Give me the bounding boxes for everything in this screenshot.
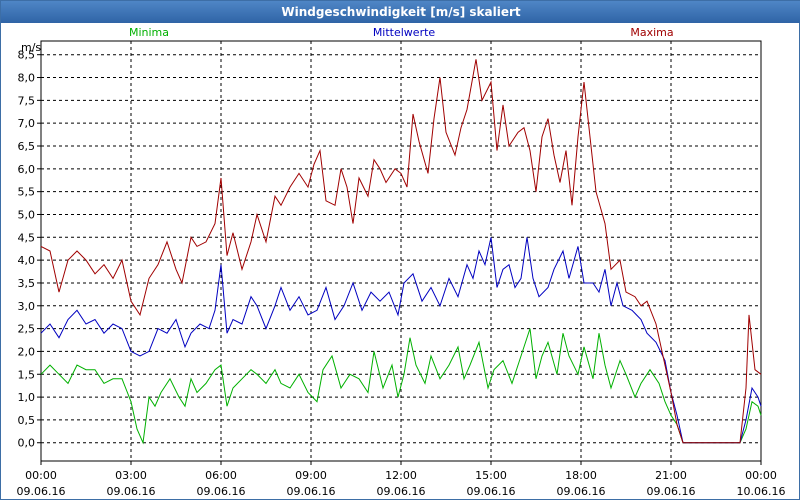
x-tick-date: 09.06.16 bbox=[467, 485, 516, 498]
series-line-mittelwerte bbox=[40, 237, 762, 444]
x-tick-time: 15:00 bbox=[475, 469, 507, 482]
x-tick-date: 09.06.16 bbox=[17, 485, 66, 498]
x-tick-time: 09:00 bbox=[295, 469, 327, 482]
y-tick-label: 2,0 bbox=[18, 345, 36, 358]
x-tick-date: 10.06.16 bbox=[737, 485, 786, 498]
series-lines bbox=[40, 59, 762, 445]
x-tick-time: 00:00 bbox=[25, 469, 57, 482]
x-tick-time: 12:00 bbox=[385, 469, 417, 482]
y-tick-label: 2,5 bbox=[18, 323, 36, 336]
y-axis-ticks: 0,0 0,5 1,0 1,5 2,0 2,5 3,0 3,5 4,0 4,5 5,0 5,5 6,0 6… bbox=[18, 49, 41, 450]
y-tick-label: 0,0 bbox=[18, 437, 36, 450]
chart-title: Windgeschwindigkeit [m/s] skaliert bbox=[1, 1, 800, 23]
y-axis-unit: m/s bbox=[21, 41, 41, 54]
x-tick-time: 06:00 bbox=[205, 469, 237, 482]
legend-maxima: Maxima bbox=[630, 26, 673, 39]
y-tick-label: 3,0 bbox=[18, 300, 36, 313]
x-tick-date: 09.06.16 bbox=[377, 485, 426, 498]
y-tick-label: 4,0 bbox=[18, 254, 36, 267]
x-axis-ticks: 00:00 09.06.16 03:00 09.06.16 06:00 09.06.16 0… bbox=[17, 461, 786, 498]
x-tick-time: 00:00 bbox=[745, 469, 777, 482]
legend-minima: Minima bbox=[129, 26, 169, 39]
x-tick-date: 09.06.16 bbox=[107, 485, 156, 498]
x-tick-date: 09.06.16 bbox=[557, 485, 606, 498]
y-tick-label: 8,0 bbox=[18, 72, 36, 85]
x-tick-date: 09.06.16 bbox=[287, 485, 336, 498]
x-tick-date: 09.06.16 bbox=[197, 485, 246, 498]
y-tick-label: 7,0 bbox=[18, 117, 36, 130]
x-tick-date: 09.06.16 bbox=[647, 485, 696, 498]
y-tick-label: 7,5 bbox=[18, 94, 36, 107]
y-tick-label: 5,5 bbox=[18, 186, 36, 199]
x-tick-time: 21:00 bbox=[655, 469, 687, 482]
x-tick-time: 18:00 bbox=[565, 469, 597, 482]
y-tick-label: 4,5 bbox=[18, 231, 36, 244]
y-tick-label: 6,5 bbox=[18, 140, 36, 153]
y-tick-label: 0,5 bbox=[18, 414, 36, 427]
series-line-minima bbox=[40, 328, 762, 445]
y-tick-label: 8,5 bbox=[18, 49, 36, 62]
x-tick-time: 03:00 bbox=[115, 469, 147, 482]
series-line-maxima bbox=[40, 59, 762, 444]
y-tick-label: 6,0 bbox=[18, 163, 36, 176]
grid-lines bbox=[41, 41, 761, 461]
y-tick-label: 5,0 bbox=[18, 208, 36, 221]
y-tick-label: 3,5 bbox=[18, 277, 36, 290]
legend-mittelwerte: Mittelwerte bbox=[373, 26, 436, 39]
y-tick-label: 1,0 bbox=[18, 391, 36, 404]
y-tick-label: 1,5 bbox=[18, 368, 36, 381]
